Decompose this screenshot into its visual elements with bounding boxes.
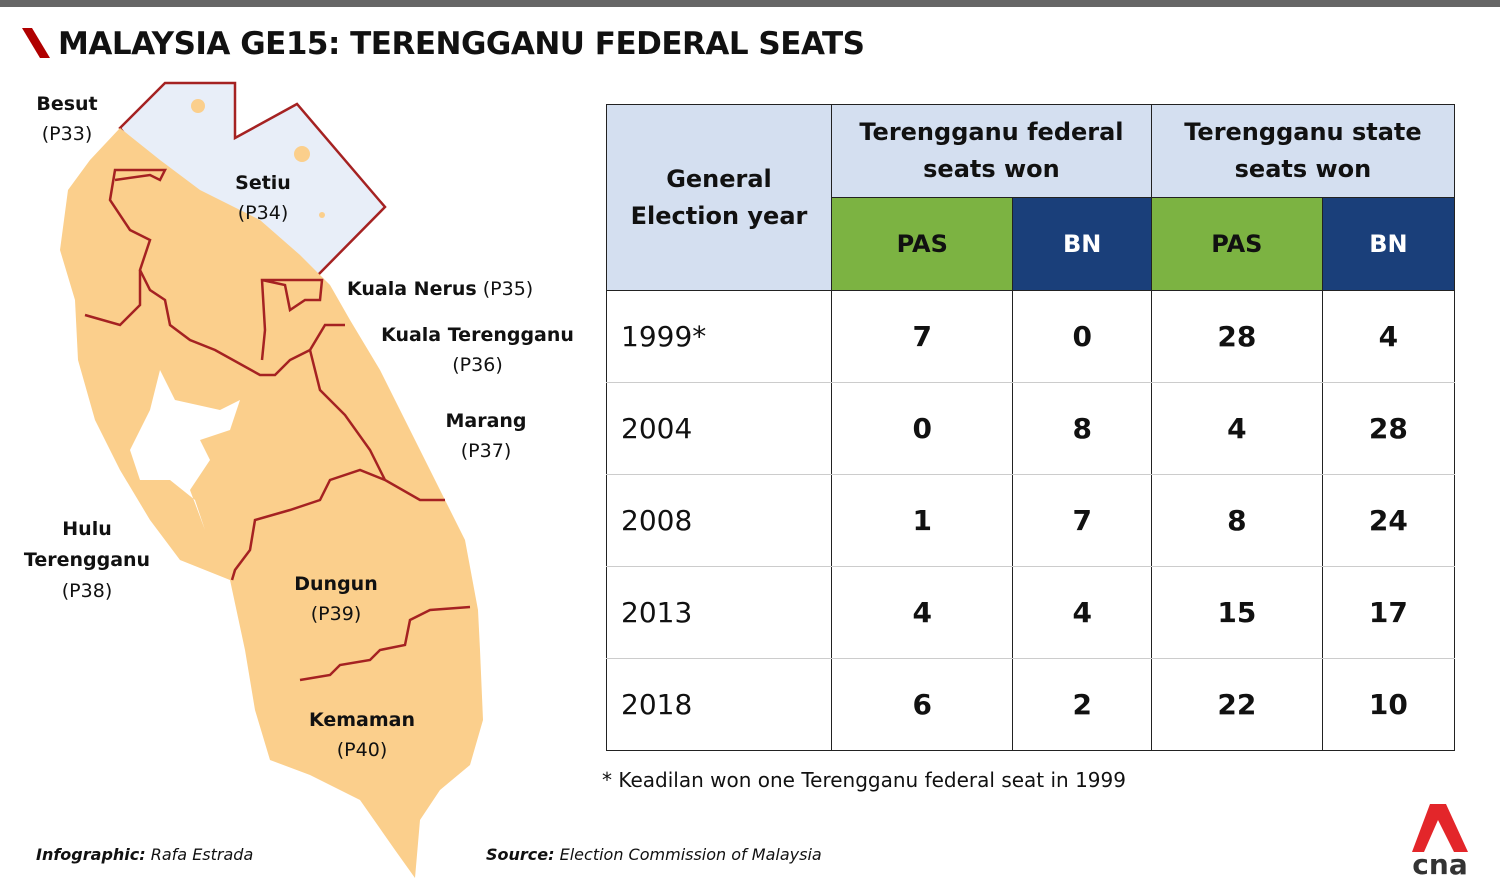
cell-seats: 8: [1012, 382, 1152, 475]
cell-seats: 4: [1150, 382, 1323, 475]
cell-seats: 6: [830, 658, 1014, 751]
map-label-hulu-terengganu: Hulu Terengganu (P38): [23, 518, 151, 602]
results-table: General Election year Terengganu federal…: [606, 104, 1456, 751]
cell-seats: 4: [1012, 566, 1152, 659]
header-federal-pas: PAS: [830, 197, 1014, 291]
map-label-dungun: Dungun (P39): [294, 573, 378, 625]
header-year: General Election year: [606, 104, 832, 291]
header-federal-bn: BN: [1012, 197, 1152, 291]
terengganu-map: [60, 81, 483, 878]
cell-seats: 8: [1150, 474, 1323, 567]
map-label-marang: Marang (P37): [445, 410, 527, 462]
header-federal: Terengganu federal seats won: [831, 104, 1152, 198]
source-credit: Source: Election Commission of Malaysia: [486, 845, 822, 864]
cell-seats: 4: [1321, 290, 1456, 383]
brand-slash-icon: [22, 28, 50, 58]
table-row: 2008 1 7 8 24: [606, 474, 1456, 567]
header-state-pas: PAS: [1150, 197, 1323, 291]
cell-seats: 2: [1012, 658, 1152, 751]
cell-year: 2013: [606, 566, 832, 659]
cell-seats: 10: [1321, 658, 1456, 751]
map-label-besut: Besut (P33): [36, 93, 98, 145]
map-label-setiu: Setiu (P34): [235, 172, 291, 224]
cell-seats: 0: [1012, 290, 1152, 383]
infographic-credit: Infographic: Rafa Estrada: [36, 845, 254, 864]
map-label-kuala-terengganu: Kuala Terengganu (P36): [381, 324, 574, 376]
cell-seats: 28: [1321, 382, 1456, 475]
cna-logo: cna: [1412, 804, 1468, 878]
map-label-kemaman: Kemaman (P40): [308, 709, 416, 761]
cell-seats: 0: [830, 382, 1014, 475]
cell-year: 2008: [606, 474, 832, 567]
header-state-bn: BN: [1321, 197, 1456, 291]
cell-seats: 17: [1321, 566, 1456, 659]
cell-year: 2018: [606, 658, 832, 751]
header-state: Terengganu state seats won: [1150, 104, 1456, 198]
table-row: 1999* 7 0 28 4: [606, 290, 1456, 383]
cell-seats: 7: [1012, 474, 1152, 567]
page-title: MALAYSIA GE15: TERENGGANU FEDERAL SEATS: [58, 26, 865, 62]
cell-year: 1999*: [606, 290, 832, 383]
svg-text:cna: cna: [1412, 848, 1467, 878]
table-row: 2013 4 4 15 17: [606, 566, 1456, 659]
cell-seats: 24: [1321, 474, 1456, 567]
cell-year: 2004: [606, 382, 832, 475]
map-label-kuala-nerus: Kuala Nerus (P35): [347, 278, 534, 300]
cell-seats: 28: [1150, 290, 1323, 383]
table-row: 2004 0 8 4 28: [606, 382, 1456, 475]
cell-seats: 15: [1150, 566, 1323, 659]
cell-seats: 22: [1150, 658, 1323, 751]
footnote: * Keadilan won one Terengganu federal se…: [602, 768, 1126, 792]
cell-seats: 1: [830, 474, 1014, 567]
cell-seats: 7: [830, 290, 1014, 383]
table-row: 2018 6 2 22 10: [606, 658, 1456, 751]
cell-seats: 4: [830, 566, 1014, 659]
top-bar: [0, 0, 1500, 7]
